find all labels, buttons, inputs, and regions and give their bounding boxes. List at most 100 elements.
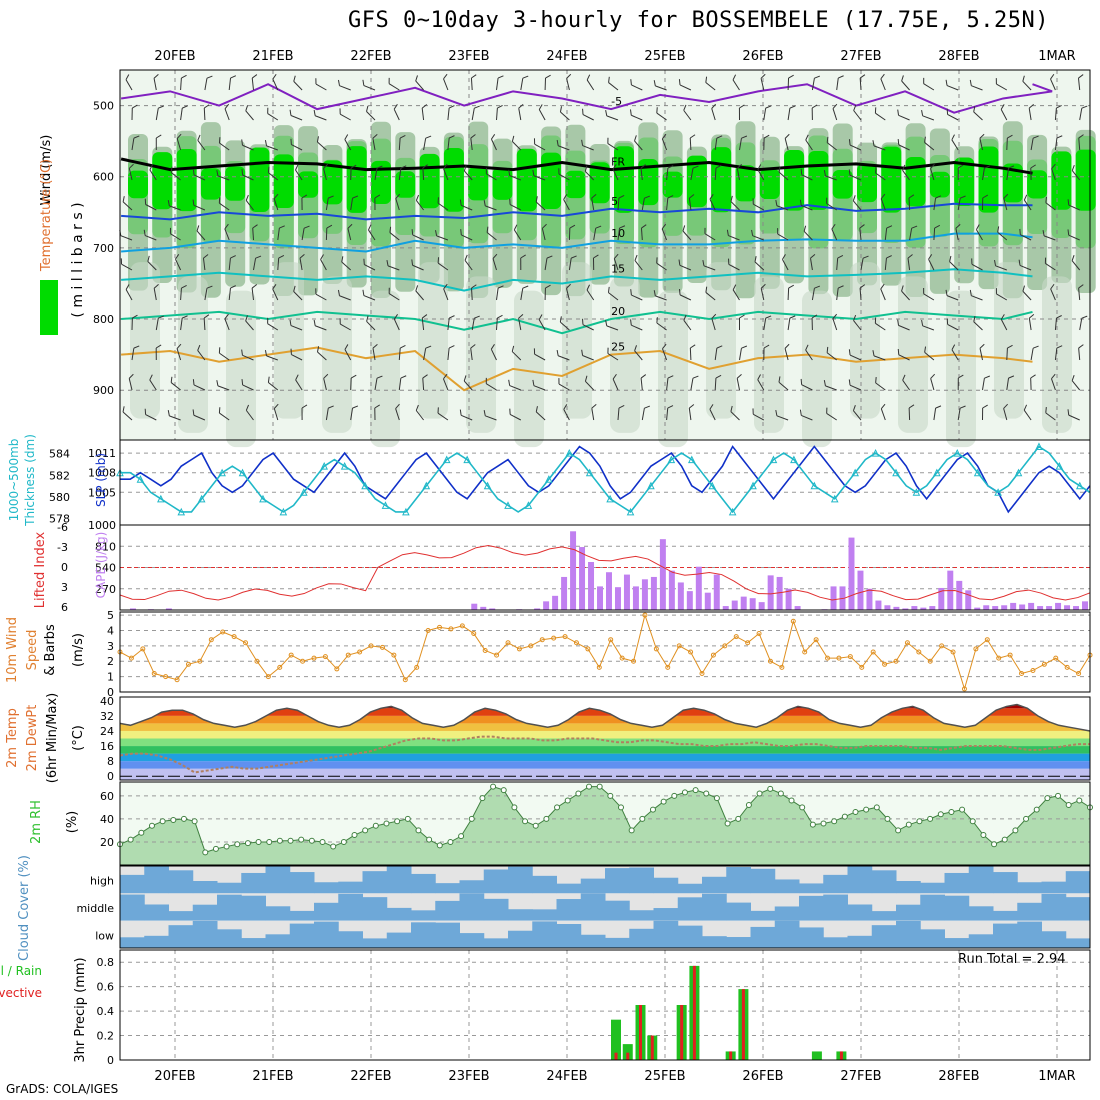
wind-barb-flag	[241, 379, 244, 385]
wind-barb	[617, 405, 625, 421]
wind-barb	[204, 285, 213, 301]
wind-speed-point	[847, 654, 853, 660]
rh2m-point	[575, 790, 582, 797]
wind-barb	[641, 405, 651, 421]
wind-barb-flag	[545, 284, 551, 289]
wind-barb	[128, 163, 134, 181]
wind-barb	[607, 137, 619, 151]
wind-barb-flag	[437, 197, 439, 204]
wind-barb	[437, 407, 449, 421]
wind-barb-staff	[513, 229, 522, 241]
cloud-cell	[750, 868, 776, 894]
wind-barb	[289, 109, 303, 121]
wind-speed-point	[927, 658, 933, 664]
cape-bar	[165, 608, 172, 610]
wind-barb-staff	[924, 351, 935, 361]
cape-bar	[623, 574, 630, 610]
rh-shade-low	[754, 276, 784, 433]
cloud-cell	[217, 882, 242, 894]
wind-speed-point	[904, 640, 910, 646]
cloud-cell	[871, 925, 897, 948]
wind-barb-flag	[921, 319, 924, 326]
wind-barb-flag	[313, 109, 316, 116]
wind-barb-flag	[279, 225, 285, 229]
cloud-cell	[508, 909, 533, 921]
thickness-point	[1055, 462, 1064, 470]
wind-barb-flag	[739, 104, 745, 109]
cloud-cell	[750, 910, 776, 921]
wind-barb	[973, 315, 983, 331]
wind-barb-flag	[739, 314, 745, 319]
wind-barb-flag	[289, 319, 292, 326]
wind-barb	[799, 199, 813, 211]
cape-bar	[534, 608, 541, 610]
wind-barb-staff	[976, 229, 983, 241]
wind-barb	[496, 285, 504, 301]
wind-barb	[203, 104, 210, 121]
wind-barb-flag	[299, 253, 305, 259]
wind-barb	[874, 317, 886, 331]
wind-barb-flag	[415, 75, 418, 82]
wind-barb-staff	[460, 204, 473, 211]
cloud-cell	[556, 924, 582, 948]
wind-barb-staff	[203, 107, 206, 121]
wind-barb-staff	[301, 228, 305, 241]
wind-barb	[1000, 314, 1008, 331]
cloud-cell	[435, 900, 460, 921]
wind-barb	[192, 379, 206, 391]
wind-barb-staff	[486, 173, 497, 181]
thickness-line	[120, 445, 1091, 514]
wind-speed-point	[494, 652, 500, 658]
wind-barb-flag	[955, 223, 961, 229]
wind-barb-staff	[689, 137, 692, 151]
wind-barb	[538, 104, 546, 121]
wind-barb	[617, 225, 626, 241]
wind-barb	[176, 343, 182, 361]
cloud-cell	[968, 866, 994, 894]
wind-barb-staff	[591, 198, 595, 211]
wind-barb	[739, 345, 748, 361]
wind-barb	[872, 350, 886, 361]
wind-barb-staff	[875, 172, 886, 181]
ylabel-wind-units: (m/s)	[71, 633, 86, 667]
wind-barb-flag	[125, 284, 130, 290]
wind-barb	[1067, 199, 1080, 211]
wind-barb-flag	[218, 407, 221, 414]
rh-shade-cell	[638, 158, 659, 206]
wind-barb-staff	[460, 414, 473, 421]
wind-barb	[897, 109, 910, 121]
wind-barb	[957, 164, 964, 181]
wind-barb-flag	[946, 108, 949, 115]
wind-barb	[581, 139, 594, 151]
thickness-point	[912, 488, 921, 496]
wind-barb	[325, 224, 333, 241]
upper-tick-label: 600	[93, 171, 114, 184]
wind-barb	[538, 314, 546, 331]
wind-barb-staff	[144, 235, 157, 241]
wind-barb-staff	[1054, 318, 1057, 331]
wind-barb	[848, 169, 862, 181]
cape-bar	[965, 590, 972, 610]
cloud-cell	[168, 911, 194, 921]
wind-barb-staff	[634, 350, 643, 361]
wind-barb	[805, 344, 813, 361]
wind-barb	[787, 284, 794, 301]
wind-barb-flag	[605, 110, 608, 116]
wind-barb-flag	[826, 346, 829, 353]
wind-barb-staff	[730, 201, 740, 211]
cape-bar	[974, 607, 981, 610]
wind-barb	[928, 254, 935, 271]
cape-bar	[480, 606, 487, 610]
wind-barb	[880, 403, 886, 421]
wind-barb	[775, 199, 789, 211]
wind-barb	[1050, 373, 1056, 391]
wind-barb-flag	[483, 410, 486, 416]
wind-barb-flag	[497, 285, 504, 289]
wind-barb-staff	[634, 140, 643, 151]
wind-barb-flag	[133, 345, 140, 349]
rh-shade-cell	[1027, 170, 1048, 199]
wind-barb	[957, 405, 966, 421]
temp-stripe	[120, 730, 1090, 739]
wind-speed-point	[733, 634, 739, 640]
precip-tick-label: 0.8	[97, 956, 115, 969]
